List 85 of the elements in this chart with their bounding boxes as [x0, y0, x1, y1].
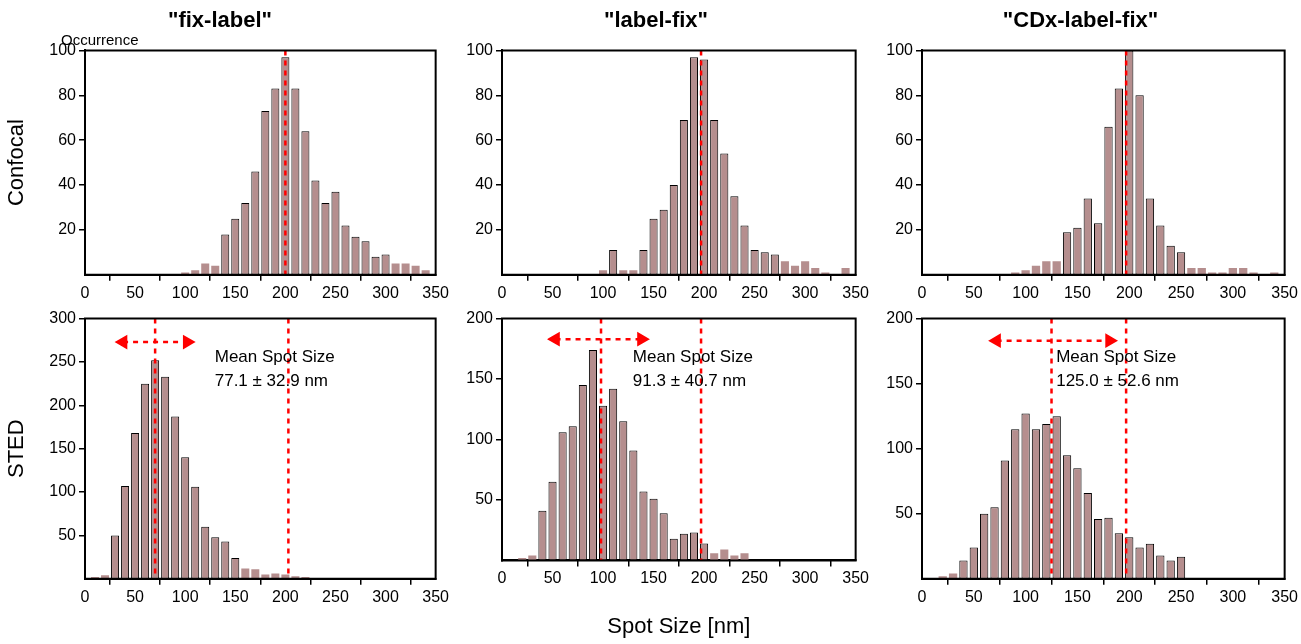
x-tick-label: 0 — [917, 587, 927, 605]
x-tick-label: 200 — [1115, 587, 1143, 605]
x-tick-label: 50 — [964, 587, 983, 605]
x-tick-label: 300 — [372, 283, 399, 301]
chart-title: "label-fix" — [604, 7, 708, 33]
y-tick-label: 200 — [466, 309, 494, 327]
x-tick-label: 250 — [741, 569, 769, 587]
y-tick-label: 20 — [58, 220, 77, 238]
x-tick-label: 50 — [126, 587, 145, 605]
y-axis-title: STED — [3, 419, 29, 479]
y-tick-label: 60 — [475, 130, 494, 148]
x-tick-label: 200 — [690, 283, 718, 301]
y-tick-label: 300 — [49, 309, 77, 327]
x-tick-label: 100 — [1012, 587, 1040, 605]
x-tick-label: 150 — [1064, 283, 1091, 301]
y-tick-label: 60 — [58, 130, 77, 148]
x-tick-label: 200 — [690, 569, 718, 587]
x-tick-label: 250 — [322, 283, 349, 301]
x-tick-label: 50 — [126, 283, 145, 301]
x-tick-label: 300 — [1219, 587, 1247, 605]
y-tick-label: 200 — [49, 395, 77, 413]
annotation: Mean Spot Size 91.3 ± 40.7 nm — [632, 346, 753, 390]
y-tick-label: 20 — [895, 220, 914, 238]
x-tick-label: 50 — [964, 283, 983, 301]
x-tick-label: 0 — [917, 283, 927, 301]
x-tick-label: 150 — [640, 283, 668, 301]
y-tick-label: 200 — [886, 309, 914, 327]
y-tick-label: 60 — [895, 130, 914, 148]
x-tick-label: 250 — [741, 283, 769, 301]
x-tick-label: 350 — [842, 283, 870, 301]
x-tick-label: 0 — [497, 569, 507, 587]
x-tick-label: 0 — [497, 283, 507, 301]
x-tick-label: 0 — [80, 587, 90, 605]
x-tick-label: 150 — [1064, 587, 1091, 605]
y-tick-label: 80 — [895, 85, 914, 103]
x-tick-label: 200 — [272, 283, 299, 301]
y-tick-label: 50 — [895, 504, 914, 522]
x-tick-label: 350 — [1271, 283, 1299, 301]
chart-title: "fix-label" — [168, 7, 272, 33]
y-tick-label: 40 — [895, 175, 914, 193]
chart-title: "CDx-label-fix" — [1002, 7, 1159, 33]
x-tick-label: 150 — [221, 587, 249, 605]
y-tick-label: 150 — [466, 369, 494, 387]
y-tick-label: 100 — [886, 439, 914, 457]
y-tick-label: 100 — [466, 429, 494, 447]
x-tick-label: 250 — [322, 587, 349, 605]
x-axis-title: Spot Size [nm] — [607, 612, 751, 638]
x-tick-label: 150 — [640, 569, 668, 587]
x-tick-label: 100 — [589, 569, 617, 587]
x-tick-label: 350 — [1271, 587, 1299, 605]
y-tick-label: 250 — [49, 352, 77, 370]
x-tick-label: 100 — [171, 587, 199, 605]
annotation: Mean Spot Size 125.0 ± 52.6 nm — [1056, 346, 1179, 390]
y-tick-label: 100 — [466, 40, 494, 58]
x-tick-label: 100 — [171, 283, 199, 301]
x-tick-label: 300 — [1219, 283, 1247, 301]
y-tick-label: 100 — [886, 40, 914, 58]
y-tick-label: 100 — [49, 482, 77, 500]
x-tick-label: 300 — [791, 569, 819, 587]
x-tick-label: 50 — [543, 569, 562, 587]
y-tick-label: 20 — [475, 220, 494, 238]
x-tick-label: 250 — [1167, 283, 1195, 301]
x-tick-label: 200 — [272, 587, 299, 605]
y-tick-label: 150 — [886, 374, 914, 392]
x-tick-label: 0 — [80, 283, 90, 301]
x-tick-label: 350 — [842, 569, 870, 587]
y-tick-label: 40 — [475, 175, 494, 193]
x-tick-label: 50 — [543, 283, 562, 301]
x-tick-label: 100 — [589, 283, 617, 301]
x-tick-label: 100 — [1012, 283, 1040, 301]
x-tick-label: 350 — [422, 283, 450, 301]
x-tick-label: 250 — [1167, 587, 1195, 605]
x-tick-label: 200 — [1115, 283, 1143, 301]
y-axis-title: Confocal — [3, 119, 29, 207]
y-tick-label: 50 — [475, 490, 494, 508]
y-tick-label: 40 — [58, 175, 77, 193]
x-tick-label: 300 — [791, 283, 819, 301]
x-tick-label: 300 — [372, 587, 399, 605]
y-tick-label: 80 — [475, 85, 494, 103]
x-tick-label: 350 — [422, 587, 450, 605]
annotation: Mean Spot Size 77.1 ± 32.9 nm — [214, 346, 335, 390]
y-tick-label: 50 — [58, 525, 77, 543]
x-tick-label: 150 — [221, 283, 249, 301]
y-tick-label: 150 — [49, 439, 77, 457]
y-tick-label: 80 — [58, 85, 77, 103]
